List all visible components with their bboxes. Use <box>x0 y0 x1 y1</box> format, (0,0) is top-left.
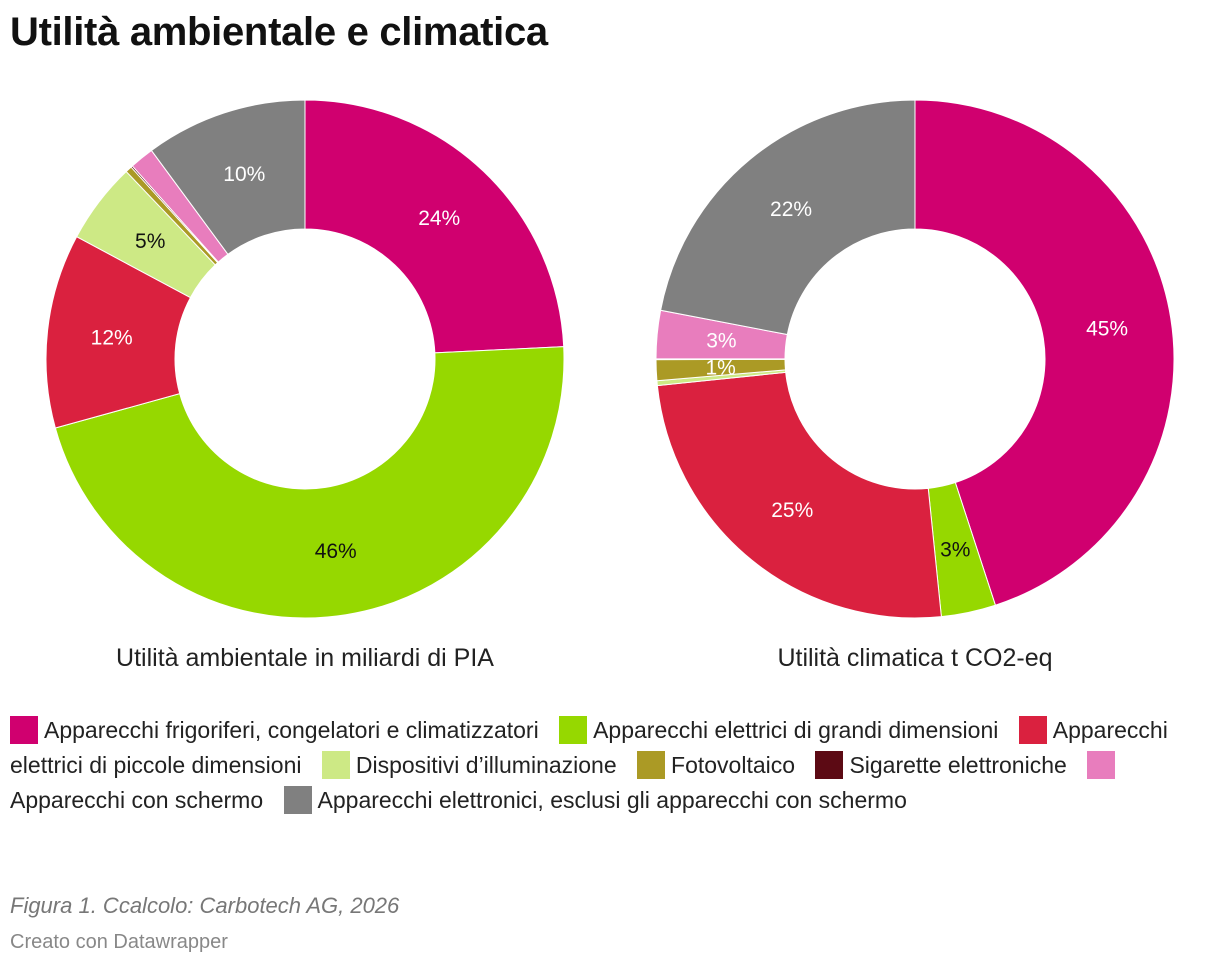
donut-slice[interactable] <box>304 99 565 354</box>
page-title: Utilità ambientale e climatica <box>10 10 548 54</box>
legend: Apparecchi frigoriferi, congelatori e cl… <box>10 713 1190 818</box>
legend-item: Apparecchi elettrici di piccole dimensio… <box>10 716 1168 778</box>
legend-swatch <box>10 716 38 744</box>
legend-item: Fotovoltaico <box>637 751 796 779</box>
legend-label: Apparecchi con schermo <box>10 787 264 813</box>
donut-slice[interactable] <box>150 99 306 256</box>
slice-value-label: 1% <box>706 356 736 379</box>
slice-value-label: 12% <box>91 326 133 349</box>
chart-title-environmental: Utilità ambientale in miliardi di PIA <box>116 644 494 672</box>
donut-slice[interactable] <box>54 346 565 619</box>
legend-label: Apparecchi elettronici, esclusi gli appa… <box>317 787 907 813</box>
donut-slice[interactable] <box>660 99 916 336</box>
slice-value-label: 24% <box>418 207 460 230</box>
legend-swatch <box>1018 716 1047 744</box>
donut-charts: 24% 46% 12% 5% 10% 45% 3% 25% 1% 3% 22% Utilità a… <box>45 99 1175 672</box>
legend-item: Sigarette elettroniche <box>815 751 1067 779</box>
slice-value-label: 46% <box>315 540 357 563</box>
slice-value-label: 3% <box>706 330 736 353</box>
legend-swatch <box>321 751 350 779</box>
legend-swatch <box>283 786 312 814</box>
climate-utility-donut: 45% 3% 25% 1% 3% 22% <box>655 99 1175 619</box>
credit-link[interactable]: Creato con Datawrapper <box>10 931 228 953</box>
legend-swatch <box>637 751 666 779</box>
figure-caption: Figura 1. Ccalcolo: Carbotech AG, 2026 <box>10 893 400 918</box>
legend-item: Apparecchi elettronici, esclusi gli appa… <box>283 786 907 814</box>
donut-slice[interactable] <box>914 99 1175 606</box>
legend-label: Sigarette elettroniche <box>849 752 1067 778</box>
legend-item: Apparecchi frigoriferi, congelatori e cl… <box>10 716 539 744</box>
slice-value-label: 45% <box>1086 317 1128 340</box>
slice-value-label: 10% <box>223 163 265 186</box>
legend-label: Apparecchi elettrici di piccole dimensio… <box>10 717 1168 778</box>
legend-label: Dispositivi d’illuminazione <box>355 752 617 778</box>
legend-item: Apparecchi con schermo <box>10 751 1121 813</box>
slice-value-label: 22% <box>770 198 812 221</box>
slice-value-label: 3% <box>940 538 970 561</box>
legend-item: Dispositivi d’illuminazione <box>321 751 617 779</box>
slice-value-label: 25% <box>771 499 813 522</box>
legend-item: Apparecchi elettrici di grandi dimension… <box>559 716 999 744</box>
legend-swatch <box>559 716 588 744</box>
chart-title-climate: Utilità climatica t CO2-eq <box>777 644 1052 672</box>
legend-label: Fotovoltaico <box>671 752 796 778</box>
legend-label: Apparecchi frigoriferi, congelatori e cl… <box>44 717 539 743</box>
legend-swatch <box>815 751 844 779</box>
environmental-utility-donut: 24% 46% 12% 5% 10% <box>45 99 565 619</box>
donut-slice[interactable] <box>656 371 942 619</box>
legend-label: Apparecchi elettrici di grandi dimension… <box>593 717 999 743</box>
slice-value-label: 5% <box>135 230 165 253</box>
legend-swatch <box>1087 751 1116 779</box>
